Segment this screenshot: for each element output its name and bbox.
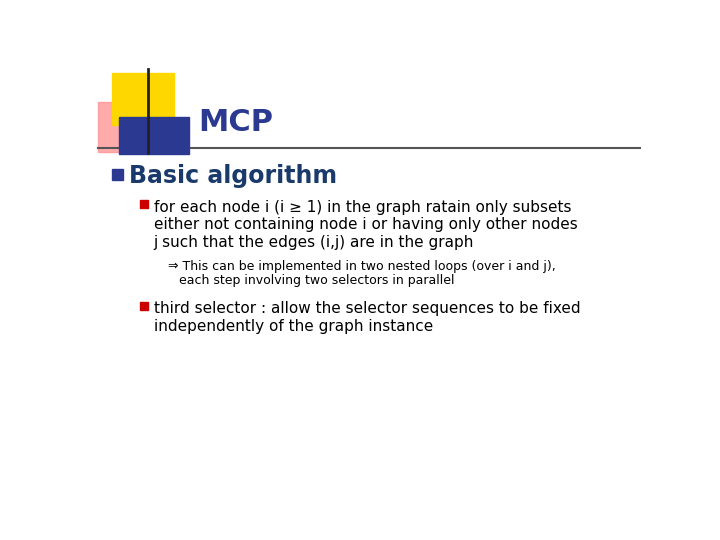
Text: for each node i (i ≥ 1) in the graph ratain only subsets: for each node i (i ≥ 1) in the graph rat… — [153, 200, 571, 215]
Text: each step involving two selectors in parallel: each step involving two selectors in par… — [179, 274, 454, 287]
Text: j such that the edges (i,j) are in the graph: j such that the edges (i,j) are in the g… — [153, 235, 474, 250]
Bar — [112, 168, 122, 179]
Text: either not containing node i or having only other nodes: either not containing node i or having o… — [153, 218, 577, 232]
Text: third selector : allow the selector sequences to be fixed: third selector : allow the selector sequ… — [153, 301, 580, 316]
Text: MCP: MCP — [199, 108, 274, 137]
Bar — [120, 117, 189, 154]
Text: ⇒ This can be implemented in two nested loops (over i and j),: ⇒ This can be implemented in two nested … — [168, 260, 555, 273]
Text: Basic algorithm: Basic algorithm — [129, 165, 337, 188]
Bar — [112, 72, 174, 125]
Bar — [140, 302, 148, 309]
Bar — [140, 200, 148, 208]
Text: independently of the graph instance: independently of the graph instance — [153, 319, 433, 334]
Bar — [98, 102, 152, 152]
